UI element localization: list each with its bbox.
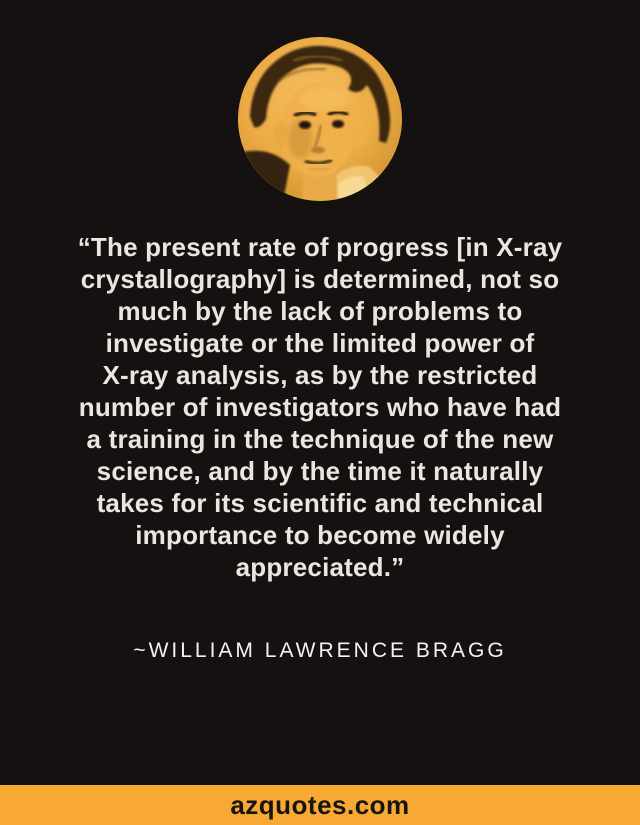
quote-poster: “The present rate of progress [in X-ray … xyxy=(0,37,640,825)
portrait-photo-icon xyxy=(238,37,402,201)
author-attribution: ~WILLIAM LAWRENCE BRAGG xyxy=(133,639,507,662)
author-portrait xyxy=(238,37,402,201)
footer-bar: azquotes.com xyxy=(0,785,640,825)
quote-text: “The present rate of progress [in X-ray … xyxy=(77,232,563,582)
site-logo-text: azquotes.com xyxy=(230,790,410,820)
